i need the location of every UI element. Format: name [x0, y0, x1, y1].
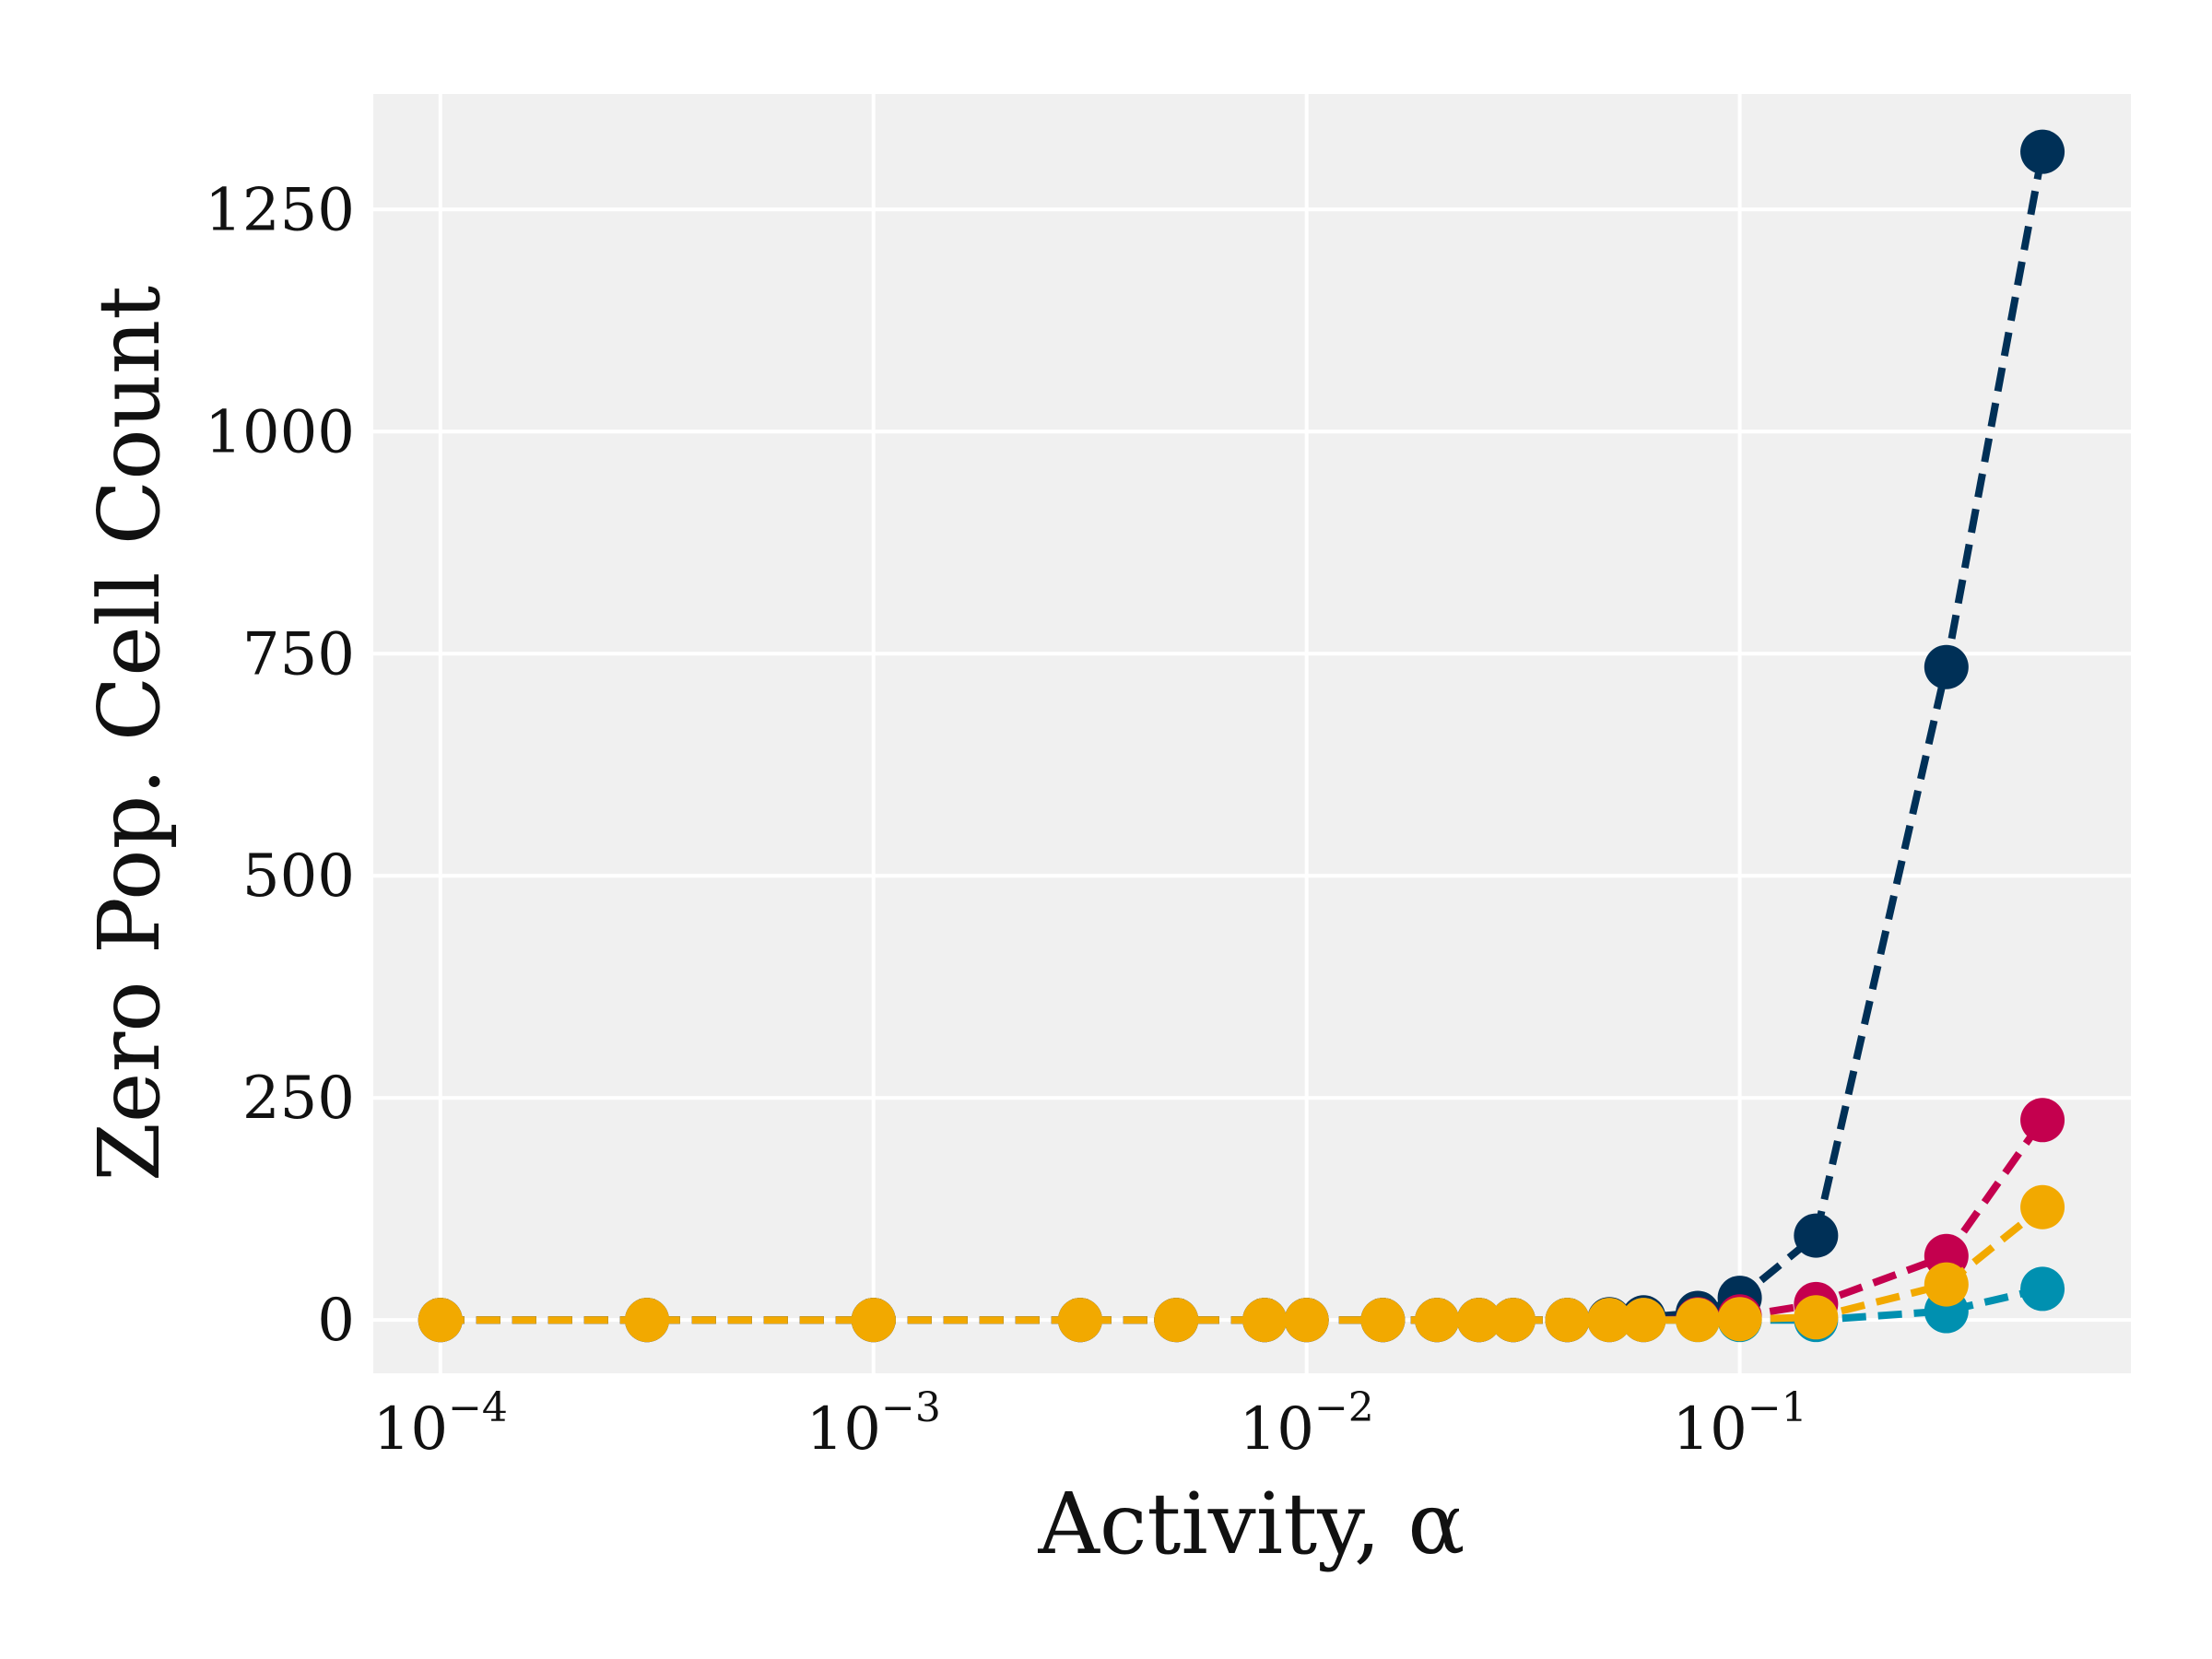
data-point [1676, 1298, 1721, 1343]
series-layer [418, 129, 2065, 1343]
data-point [851, 1298, 896, 1343]
plot-area [373, 94, 2131, 1373]
data-point [1924, 644, 1969, 689]
data-point [1456, 1298, 1501, 1343]
y-tick-label: 0 [317, 1287, 355, 1355]
x-tick-label: 10−1 [1672, 1384, 1806, 1464]
data-point [1154, 1298, 1199, 1343]
data-point [1360, 1298, 1406, 1343]
data-point [1415, 1298, 1460, 1343]
data-point [1717, 1297, 1762, 1342]
y-tick-labels: 0 250 500 750 1000 1250 [205, 176, 355, 1355]
x-tick-labels: 10−4 10−3 10−2 10−1 [373, 1384, 1807, 1464]
y-axis-label: Zero Pop. Cell Count [80, 286, 179, 1182]
data-point [1794, 1213, 1839, 1258]
data-point [1924, 1262, 1969, 1307]
data-point [1284, 1298, 1329, 1343]
x-tick-label: 10−3 [806, 1384, 941, 1464]
data-point [418, 1298, 463, 1343]
y-tick-label: 750 [242, 620, 355, 688]
data-point [1490, 1298, 1535, 1343]
y-tick-label: 1250 [205, 176, 355, 244]
series-4 [418, 1184, 2065, 1343]
data-point [1794, 1295, 1839, 1340]
x-tick-label: 10−4 [373, 1384, 508, 1464]
data-point [1545, 1298, 1590, 1343]
y-tick-label: 250 [242, 1065, 355, 1133]
data-point [2020, 1098, 2065, 1143]
data-point [2020, 129, 2065, 174]
data-point [1587, 1298, 1632, 1343]
y-tick-label: 1000 [205, 398, 355, 466]
data-point [1242, 1298, 1288, 1343]
data-point [1057, 1298, 1102, 1343]
x-tick-label: 10−2 [1240, 1384, 1374, 1464]
data-point [2020, 1184, 2065, 1230]
data-point [625, 1298, 670, 1343]
y-tick-label: 500 [242, 842, 355, 911]
data-point [1621, 1298, 1666, 1343]
x-axis-label: Activity, α [1037, 1475, 1465, 1573]
data-point [2020, 1266, 2065, 1312]
